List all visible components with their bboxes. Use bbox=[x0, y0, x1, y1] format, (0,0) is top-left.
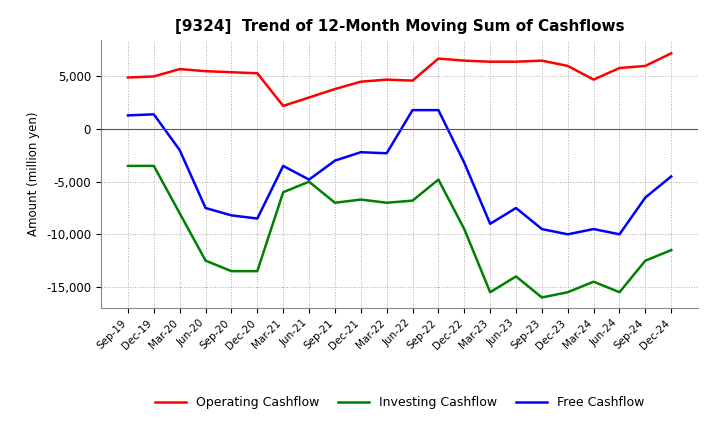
Operating Cashflow bbox=[124, 75, 132, 80]
Free Cashflow bbox=[538, 227, 546, 232]
Line: Investing Cashflow: Investing Cashflow bbox=[128, 166, 671, 297]
Operating Cashflow bbox=[589, 77, 598, 82]
Investing Cashflow bbox=[564, 290, 572, 295]
Free Cashflow bbox=[486, 221, 495, 227]
Operating Cashflow bbox=[382, 77, 391, 82]
Y-axis label: Amount (million yen): Amount (million yen) bbox=[27, 112, 40, 236]
Operating Cashflow bbox=[227, 70, 235, 75]
Investing Cashflow bbox=[641, 258, 649, 263]
Operating Cashflow bbox=[486, 59, 495, 64]
Investing Cashflow bbox=[150, 163, 158, 169]
Free Cashflow bbox=[564, 232, 572, 237]
Free Cashflow bbox=[408, 107, 417, 113]
Free Cashflow bbox=[512, 205, 521, 211]
Free Cashflow bbox=[202, 205, 210, 211]
Line: Free Cashflow: Free Cashflow bbox=[128, 110, 671, 235]
Investing Cashflow bbox=[202, 258, 210, 263]
Free Cashflow bbox=[150, 112, 158, 117]
Operating Cashflow bbox=[512, 59, 521, 64]
Operating Cashflow bbox=[538, 58, 546, 63]
Investing Cashflow bbox=[460, 227, 469, 232]
Operating Cashflow bbox=[434, 56, 443, 61]
Investing Cashflow bbox=[176, 211, 184, 216]
Investing Cashflow bbox=[408, 198, 417, 203]
Legend: Operating Cashflow, Investing Cashflow, Free Cashflow: Operating Cashflow, Investing Cashflow, … bbox=[150, 392, 649, 414]
Free Cashflow bbox=[279, 163, 287, 169]
Investing Cashflow bbox=[279, 190, 287, 195]
Free Cashflow bbox=[460, 160, 469, 165]
Free Cashflow bbox=[356, 150, 365, 155]
Operating Cashflow bbox=[150, 74, 158, 79]
Free Cashflow bbox=[176, 147, 184, 153]
Operating Cashflow bbox=[564, 63, 572, 69]
Operating Cashflow bbox=[408, 78, 417, 83]
Free Cashflow bbox=[641, 195, 649, 200]
Free Cashflow bbox=[434, 107, 443, 113]
Investing Cashflow bbox=[538, 295, 546, 300]
Operating Cashflow bbox=[202, 69, 210, 74]
Investing Cashflow bbox=[486, 290, 495, 295]
Investing Cashflow bbox=[589, 279, 598, 284]
Free Cashflow bbox=[667, 174, 675, 179]
Investing Cashflow bbox=[124, 163, 132, 169]
Operating Cashflow bbox=[460, 58, 469, 63]
Free Cashflow bbox=[253, 216, 261, 221]
Operating Cashflow bbox=[641, 63, 649, 69]
Operating Cashflow bbox=[279, 103, 287, 109]
Operating Cashflow bbox=[356, 79, 365, 84]
Investing Cashflow bbox=[434, 177, 443, 182]
Free Cashflow bbox=[330, 158, 339, 163]
Investing Cashflow bbox=[667, 247, 675, 253]
Operating Cashflow bbox=[176, 66, 184, 72]
Investing Cashflow bbox=[356, 197, 365, 202]
Investing Cashflow bbox=[615, 290, 624, 295]
Operating Cashflow bbox=[330, 86, 339, 92]
Operating Cashflow bbox=[305, 95, 313, 100]
Free Cashflow bbox=[382, 150, 391, 156]
Operating Cashflow bbox=[253, 71, 261, 76]
Investing Cashflow bbox=[382, 200, 391, 205]
Operating Cashflow bbox=[667, 51, 675, 56]
Line: Operating Cashflow: Operating Cashflow bbox=[128, 53, 671, 106]
Operating Cashflow bbox=[615, 66, 624, 71]
Free Cashflow bbox=[615, 232, 624, 237]
Investing Cashflow bbox=[253, 268, 261, 274]
Investing Cashflow bbox=[305, 179, 313, 184]
Title: [9324]  Trend of 12-Month Moving Sum of Cashflows: [9324] Trend of 12-Month Moving Sum of C… bbox=[175, 19, 624, 34]
Investing Cashflow bbox=[227, 268, 235, 274]
Free Cashflow bbox=[589, 227, 598, 232]
Investing Cashflow bbox=[330, 200, 339, 205]
Free Cashflow bbox=[227, 213, 235, 218]
Investing Cashflow bbox=[512, 274, 521, 279]
Free Cashflow bbox=[305, 177, 313, 182]
Free Cashflow bbox=[124, 113, 132, 118]
